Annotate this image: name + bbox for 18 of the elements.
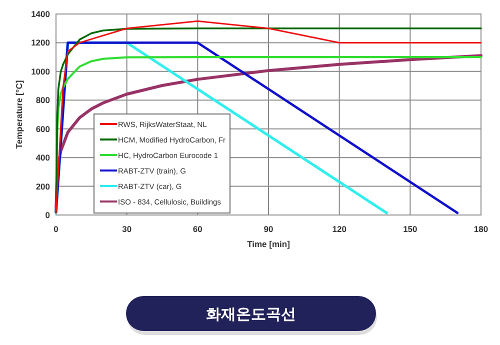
y-tick-label: 1400 bbox=[31, 9, 50, 19]
y-tick-label: 800 bbox=[36, 95, 50, 106]
y-axis-title: Temperature [°C] bbox=[14, 80, 24, 149]
y-tick-label: 1000 bbox=[31, 66, 50, 76]
x-tick-label: 30 bbox=[122, 224, 132, 234]
x-tick-label: 120 bbox=[332, 224, 347, 234]
y-tick-label: 200 bbox=[36, 181, 50, 192]
y-tick-label: 1200 bbox=[31, 38, 50, 48]
x-axis-title: Time [min] bbox=[247, 239, 290, 249]
x-tick-label: 60 bbox=[192, 224, 203, 234]
y-tick-label: 0 bbox=[45, 210, 50, 220]
x-tick-label: 150 bbox=[403, 224, 418, 234]
y-tick-label: 400 bbox=[36, 152, 50, 163]
x-tick-label: 180 bbox=[474, 224, 488, 234]
x-tick-label: 90 bbox=[264, 224, 274, 234]
text: 화재온도곡선 bbox=[206, 306, 296, 323]
x-tick-label: 0 bbox=[54, 224, 59, 234]
y-tick-label: 600 bbox=[36, 124, 50, 134]
